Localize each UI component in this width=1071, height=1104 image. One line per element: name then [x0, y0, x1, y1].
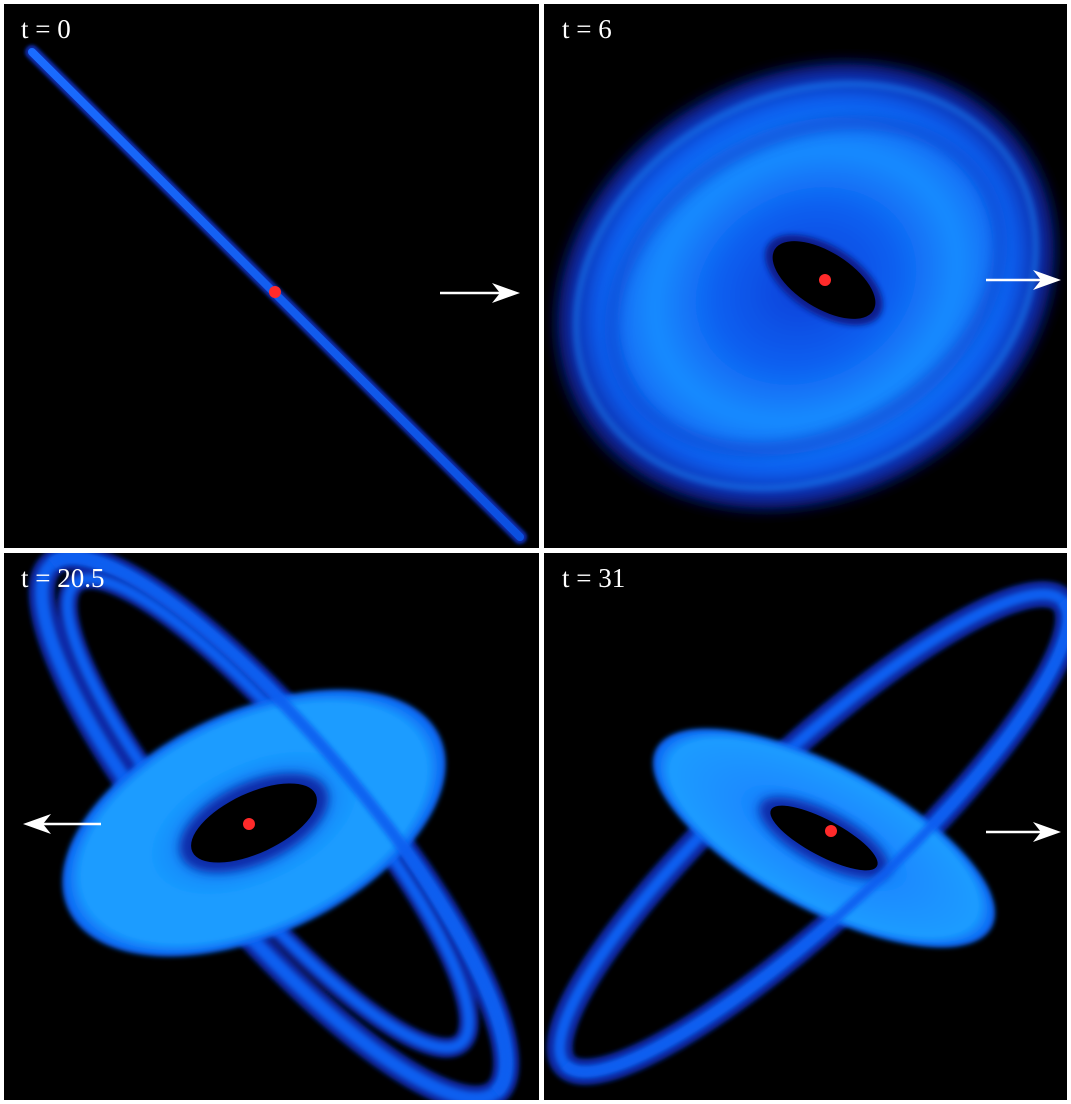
disk-render-t0 — [25, 45, 527, 544]
direction-arrow-left — [23, 814, 101, 834]
center-marker — [269, 286, 281, 298]
panel-t31: t = 31 — [544, 553, 1067, 1100]
center-marker — [819, 274, 831, 286]
center-marker — [243, 818, 255, 830]
time-label: t = 0 — [21, 14, 71, 44]
central-cavity — [770, 805, 878, 871]
disk-render-t20-5 — [23, 553, 520, 1100]
panel-t20-5: t = 20.5 — [4, 553, 539, 1100]
panel-t6: t = 6 — [544, 4, 1067, 548]
panel-t0: t = 0 — [4, 4, 539, 548]
center-marker — [825, 825, 837, 837]
direction-arrow-right — [986, 270, 1061, 290]
time-label: t = 31 — [562, 563, 626, 593]
time-label: t = 6 — [562, 14, 612, 44]
direction-arrow-right — [986, 822, 1061, 842]
time-label: t = 20.5 — [21, 563, 105, 593]
disk-render-t6 — [553, 59, 1061, 513]
direction-arrow-right — [440, 283, 520, 303]
disk-render-t31 — [546, 581, 1067, 1085]
